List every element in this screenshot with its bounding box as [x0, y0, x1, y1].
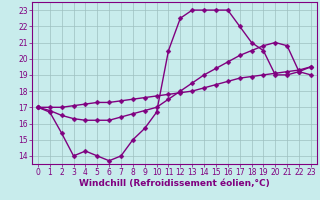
X-axis label: Windchill (Refroidissement éolien,°C): Windchill (Refroidissement éolien,°C) [79, 179, 270, 188]
